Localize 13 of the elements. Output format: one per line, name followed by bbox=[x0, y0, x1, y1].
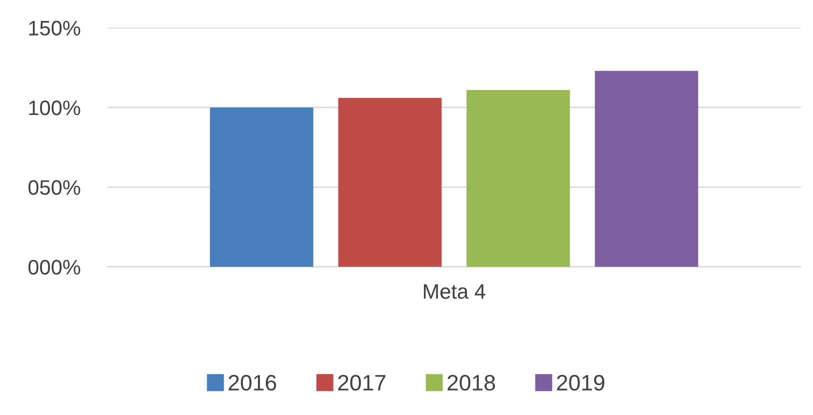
legend-label: 2018 bbox=[448, 374, 495, 391]
y-tick-label: 100% bbox=[29, 100, 80, 116]
y-tick-label: 050% bbox=[28, 180, 80, 195]
bar bbox=[594, 70, 698, 267]
legend-label: 2019 bbox=[557, 374, 604, 391]
bar bbox=[338, 98, 442, 267]
bar bbox=[466, 90, 570, 267]
legend-label: 2016 bbox=[228, 374, 276, 391]
legend-label: 2017 bbox=[338, 374, 386, 391]
bar bbox=[210, 107, 314, 267]
y-tick-label: 000% bbox=[28, 260, 80, 275]
x-tick-label: Meta 4 bbox=[424, 284, 486, 299]
y-tick-label: 150% bbox=[29, 20, 80, 36]
